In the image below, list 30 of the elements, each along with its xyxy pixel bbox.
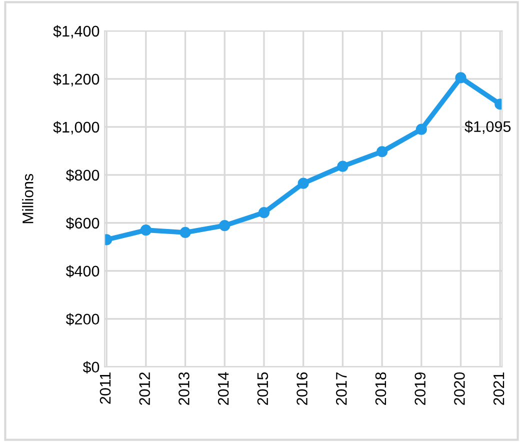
point xyxy=(219,220,230,232)
point xyxy=(298,178,309,189)
point xyxy=(455,72,466,84)
y-tick-label: $1,400 xyxy=(53,25,100,38)
y-tick-label: $600 xyxy=(66,217,100,230)
data-label: $1,095 xyxy=(464,120,511,134)
x-tick-label: 2015 xyxy=(257,372,268,405)
x-tick-label: 2018 xyxy=(375,372,386,405)
x-tick-label: 2016 xyxy=(296,372,308,405)
x-tick-label: 2013 xyxy=(178,372,190,405)
x-tick-label: 2011 xyxy=(100,372,111,404)
point xyxy=(180,226,191,238)
y-tick-label: $0 xyxy=(82,361,100,374)
point xyxy=(376,146,388,158)
x-tick-label: 2021 xyxy=(493,372,504,405)
point xyxy=(337,160,348,172)
point xyxy=(416,124,427,135)
x-tick-label: 2019 xyxy=(414,372,426,405)
x-tick-label: 2012 xyxy=(139,372,150,405)
y-tick-label: $1,200 xyxy=(53,73,100,86)
y-axis-title: Millions xyxy=(22,174,34,224)
point xyxy=(258,207,270,218)
y-tick-label: $200 xyxy=(66,313,100,326)
x-tick-label: 2020 xyxy=(454,372,465,405)
x-tick-label: 2017 xyxy=(336,372,347,405)
x-tick-label: 2014 xyxy=(218,372,229,405)
point xyxy=(140,224,152,236)
y-tick-label: $400 xyxy=(66,265,100,278)
y-tick-label: $800 xyxy=(66,169,100,182)
y-tick-label: $1,000 xyxy=(53,121,100,134)
